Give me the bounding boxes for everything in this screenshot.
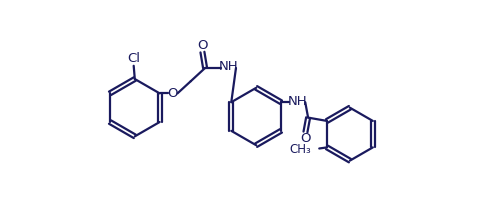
Text: Cl: Cl: [127, 52, 140, 65]
Text: O: O: [197, 39, 208, 52]
Text: O: O: [300, 132, 310, 145]
Text: CH₃: CH₃: [290, 143, 311, 156]
Text: O: O: [167, 87, 178, 100]
Text: NH: NH: [287, 95, 307, 108]
Text: NH: NH: [219, 60, 239, 73]
